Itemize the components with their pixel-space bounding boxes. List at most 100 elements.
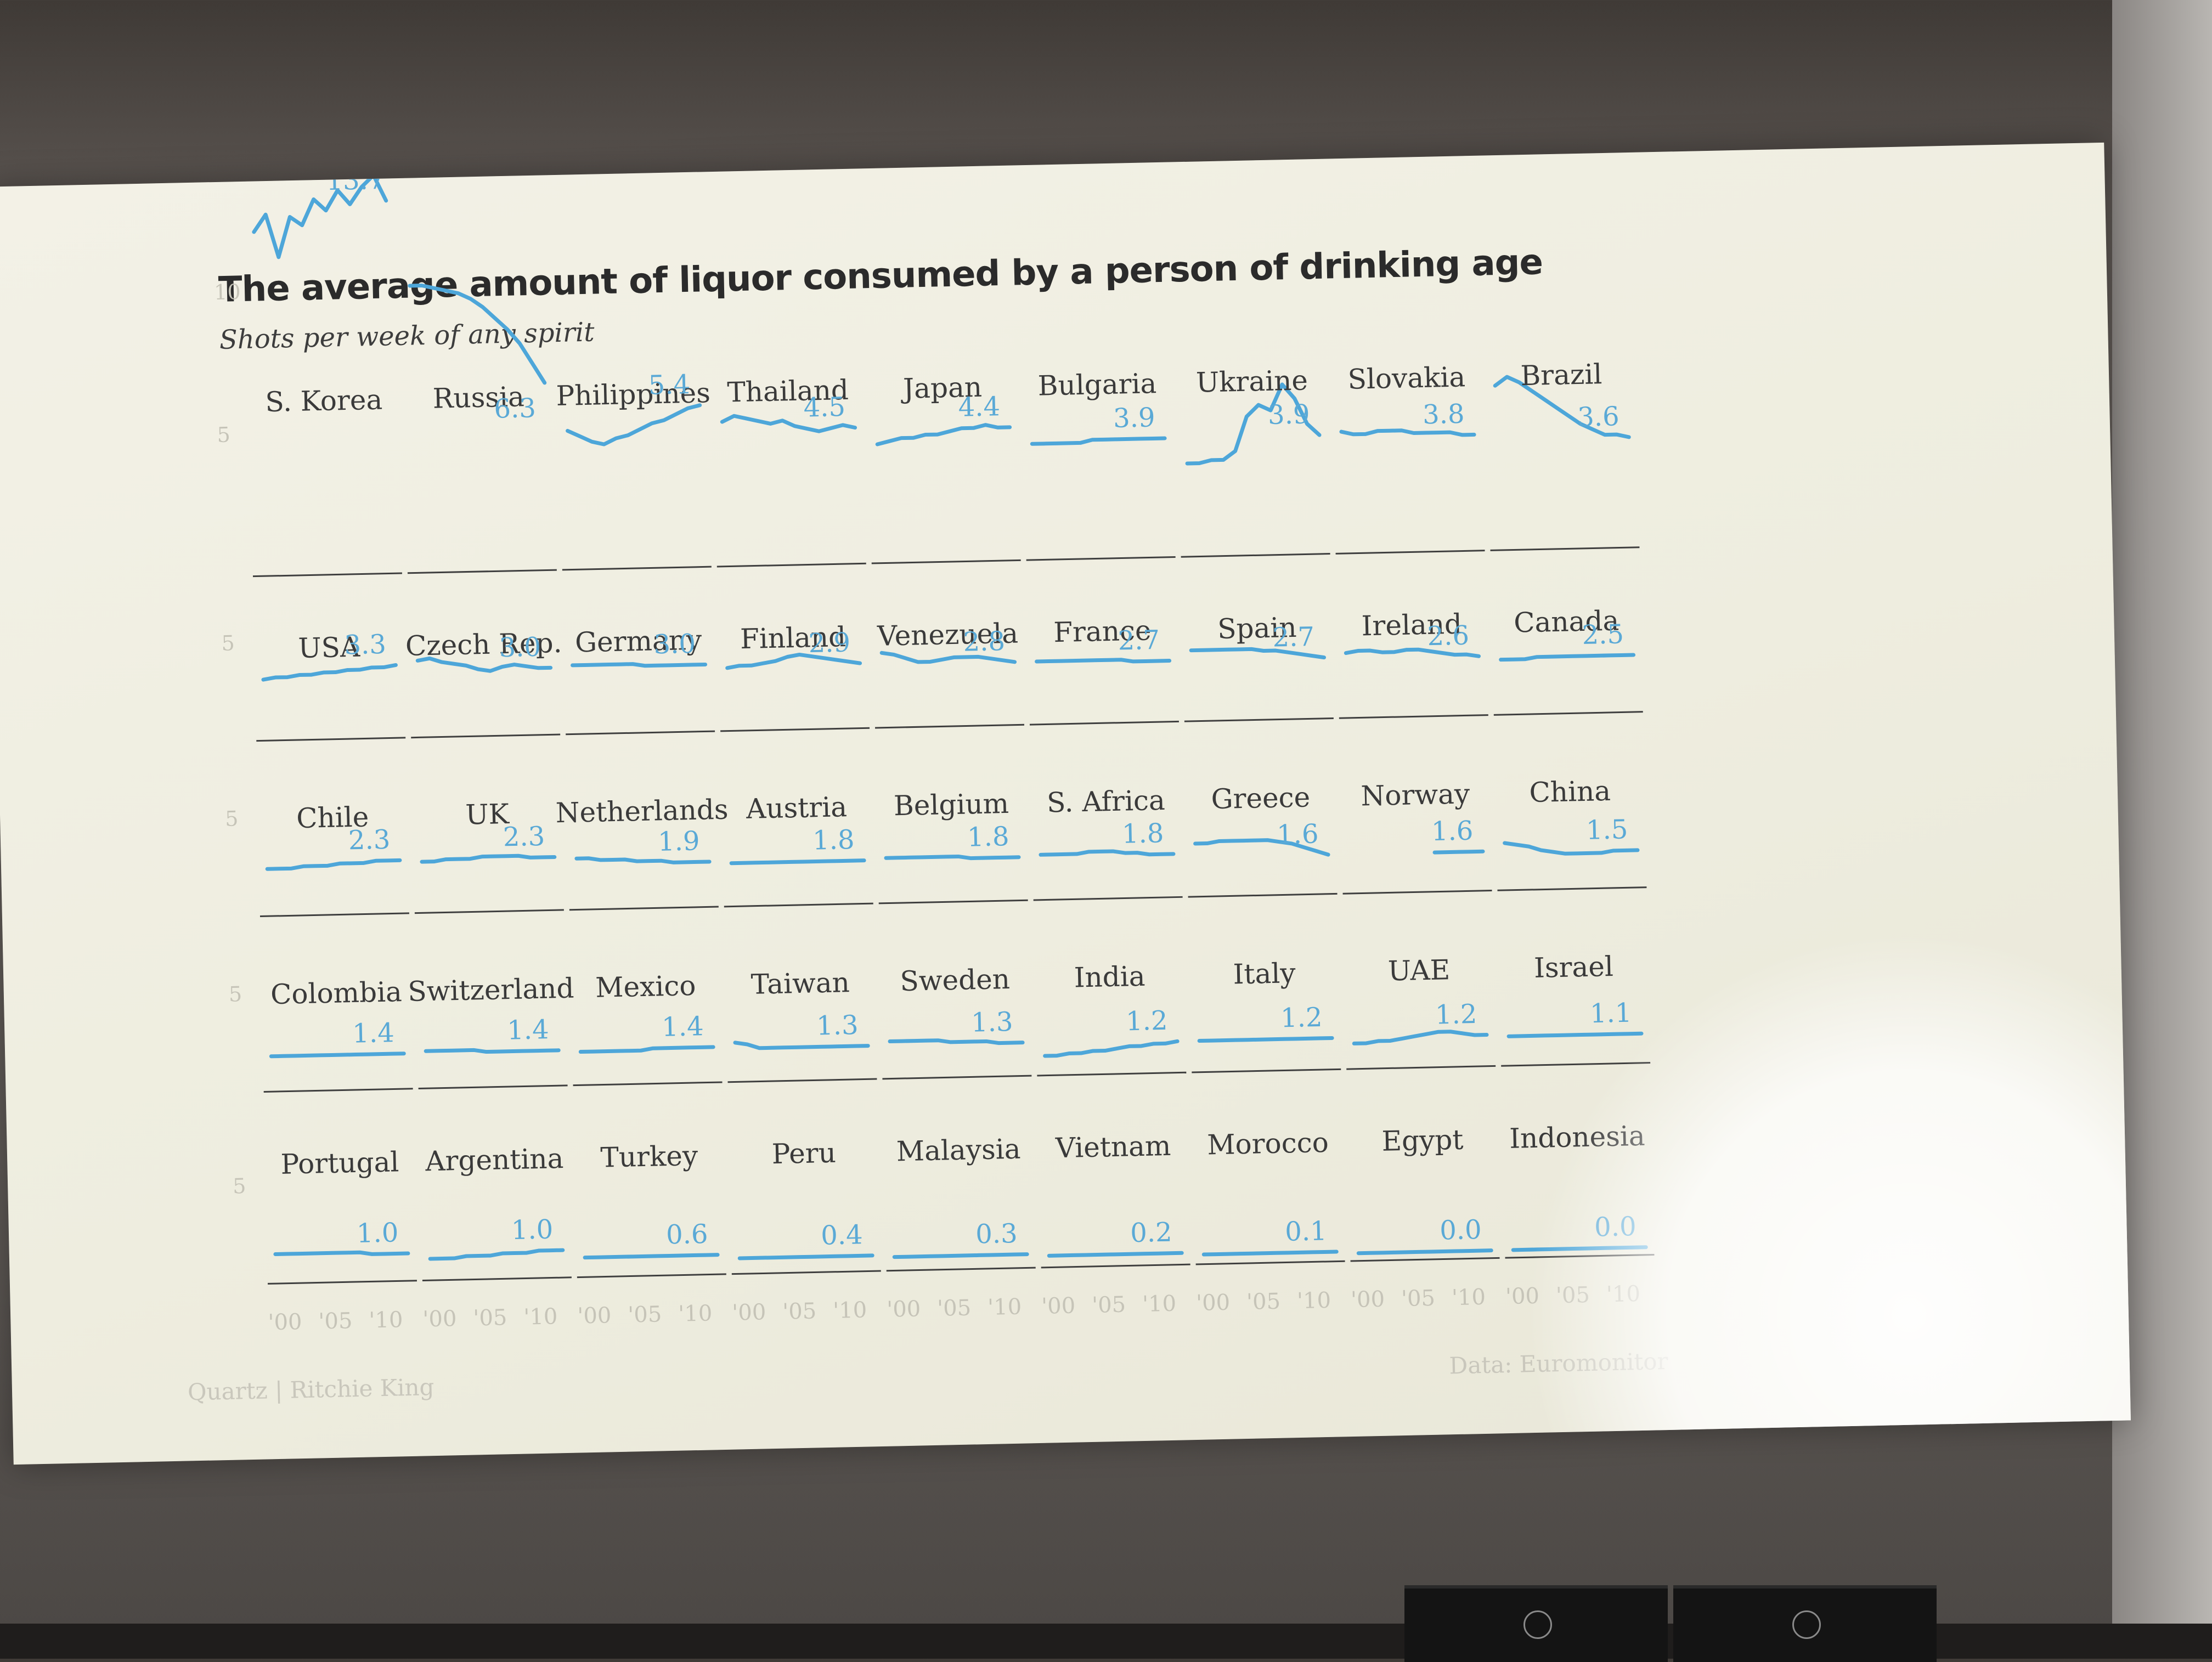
projection-screen: The average amount of liquor consumed by… (0, 142, 2131, 1465)
panel-baseline (1350, 1257, 1500, 1262)
series-line-slovakia (1339, 428, 1476, 437)
panel-baseline (1346, 1065, 1496, 1070)
value-label-s-korea: 13.7 (326, 165, 385, 196)
panel-title-norway: Norway (1361, 778, 1471, 812)
panel-baseline (566, 730, 715, 736)
panel-baseline (716, 562, 866, 568)
panel-title-belgium: Belgium (893, 788, 1009, 822)
panel-title-uae: UAE (1387, 954, 1450, 987)
panel-title-argentina: Argentina (425, 1143, 564, 1177)
value-label-finland: 2.9 (808, 628, 850, 659)
panel-baseline (562, 566, 712, 571)
value-label-malaysia: 0.3 (975, 1218, 1018, 1250)
x-tick-label: '10 (833, 1298, 867, 1324)
x-tick-label: '10 (678, 1301, 713, 1326)
series-line-czech-rep (415, 656, 553, 673)
series-line-india (1043, 1039, 1180, 1058)
x-tick-label: '05 (1556, 1282, 1590, 1308)
series-line-austria (729, 858, 866, 866)
value-label-austria: 1.8 (812, 824, 855, 856)
x-tick-label: '00 (268, 1309, 302, 1335)
panel-baseline (1192, 1068, 1341, 1073)
x-tick-label: '00 (1196, 1290, 1231, 1316)
panel-title-colombia: Colombia (270, 976, 403, 1010)
panel-title-bulgaria: Bulgaria (1037, 368, 1157, 402)
panel-baseline (1029, 720, 1179, 726)
value-label-indonesia: 0.0 (1594, 1211, 1637, 1243)
value-label-india: 1.2 (1126, 1005, 1168, 1037)
panel-baseline (1335, 550, 1485, 555)
panel-baseline (577, 1273, 726, 1279)
value-label-portugal: 1.0 (356, 1217, 398, 1249)
value-label-germany: 3.0 (653, 629, 696, 660)
value-label-china: 1.5 (1585, 814, 1628, 846)
series-line-indonesia (1511, 1245, 1648, 1252)
panel-baseline (720, 727, 870, 732)
value-label-uae: 1.2 (1435, 999, 1477, 1031)
series-line-israel (1506, 1031, 1644, 1038)
panel-title-s-korea: S. Korea (265, 384, 383, 418)
series-line-vietnam (1047, 1251, 1184, 1258)
value-label-uk: 2.3 (503, 821, 545, 853)
value-label-ukraine: 3.9 (1267, 399, 1310, 431)
x-tick-label: '00 (1041, 1293, 1076, 1319)
series-line-switzerland (424, 1048, 561, 1054)
panel-baseline (252, 572, 402, 578)
series-line-s-korea (252, 173, 388, 259)
value-label-argentina: 1.0 (511, 1214, 553, 1246)
series-line-venezuela (879, 651, 1017, 664)
value-label-s-africa: 1.8 (1121, 818, 1164, 850)
series-line-ukraine (1185, 382, 1322, 466)
credit-author: Quartz | Ritchie King (187, 1373, 435, 1406)
series-line-canada (1499, 653, 1636, 662)
value-label-japan: 4.4 (958, 391, 1000, 423)
monitor-left (1404, 1585, 1668, 1662)
series-line-brazil (1493, 375, 1631, 439)
series-line-turkey (583, 1253, 720, 1260)
series-line-finland (725, 652, 862, 670)
value-label-france: 2.7 (1118, 625, 1160, 657)
panel-title-venezuela: Venezuela (877, 617, 1019, 652)
panel-baseline (411, 733, 561, 739)
series-line-greece (1193, 838, 1330, 857)
panel-baseline (1026, 556, 1176, 561)
series-line-chile (265, 858, 402, 871)
series-line-peru (737, 1253, 874, 1260)
series-line-taiwan (733, 1041, 870, 1050)
series-line-malaysia (892, 1252, 1029, 1259)
panel-title-netherlands: Netherlands (555, 794, 729, 829)
x-tick-label: '05 (782, 1298, 817, 1324)
panel-title-austria: Austria (746, 791, 848, 825)
value-label-egypt: 0.0 (1440, 1214, 1482, 1246)
series-line-morocco (1201, 1250, 1339, 1257)
panel-baseline (422, 1276, 572, 1281)
panel-title-brazil: Brazil (1520, 358, 1602, 392)
panel-title-egypt: Egypt (1381, 1124, 1464, 1157)
value-label-turkey: 0.6 (666, 1219, 708, 1251)
series-line-china (1503, 841, 1640, 856)
monitor-right (1673, 1585, 1937, 1662)
x-tick-label: '00 (1505, 1284, 1540, 1309)
x-tick-label: '00 (887, 1296, 921, 1322)
panel-title-chile: Chile (296, 801, 369, 834)
value-label-thailand: 4.5 (803, 392, 845, 423)
panel-title-thailand: Thailand (727, 374, 849, 409)
panel-baseline (886, 1267, 1036, 1272)
panel-baseline (1195, 1260, 1345, 1265)
panel-baseline (1490, 546, 1640, 551)
panel-title-czech-rep: Czech Rep. (405, 627, 562, 662)
panel-title-india: India (1074, 960, 1146, 994)
value-label-switzerland: 1.4 (507, 1014, 549, 1046)
panel-title-turkey: Turkey (600, 1140, 699, 1174)
panel-baseline (1181, 553, 1330, 558)
panel-title-ireland: Ireland (1361, 608, 1462, 642)
x-tick-label: '00 (422, 1306, 457, 1332)
panel-baseline (573, 1081, 723, 1087)
panel-baseline (1505, 1253, 1655, 1259)
panel-baseline (1184, 717, 1334, 722)
panel-baseline (418, 1084, 568, 1090)
panel-baseline (1041, 1263, 1190, 1269)
y-tick-label: 5 (217, 422, 230, 446)
value-label-brazil: 3.6 (1577, 401, 1620, 433)
value-label-italy: 1.2 (1280, 1002, 1323, 1034)
